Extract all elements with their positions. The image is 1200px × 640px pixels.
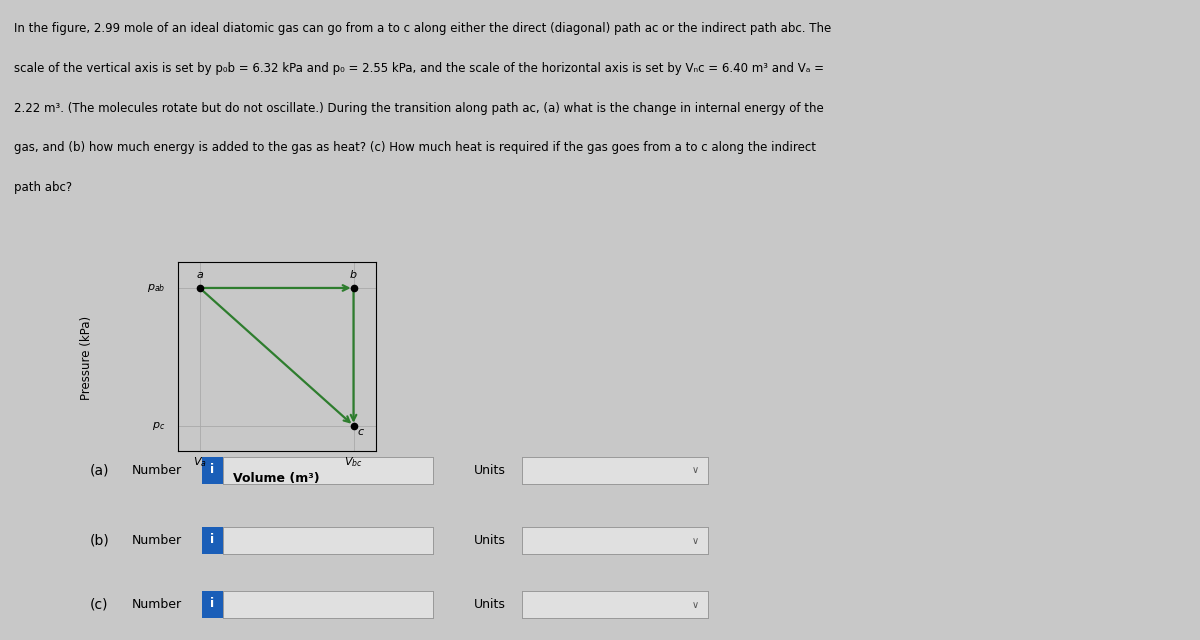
Text: $p_c$: $p_c$ — [152, 420, 166, 431]
Text: i: i — [210, 463, 215, 476]
Text: Units: Units — [474, 464, 506, 477]
Text: ∨: ∨ — [691, 465, 698, 476]
Text: ∨: ∨ — [691, 600, 698, 610]
Text: i: i — [210, 533, 215, 546]
Text: 2.22 m³. (The molecules rotate but do not oscillate.) During the transition alon: 2.22 m³. (The molecules rotate but do no… — [14, 102, 824, 115]
Text: Pressure (kPa): Pressure (kPa) — [80, 316, 92, 401]
Text: c: c — [358, 428, 364, 438]
Text: Number: Number — [132, 464, 182, 477]
Text: $p_{ab}$: $p_{ab}$ — [148, 282, 166, 294]
Text: $V_a$: $V_a$ — [193, 456, 206, 470]
Text: Units: Units — [474, 598, 506, 611]
Text: Number: Number — [132, 598, 182, 611]
Text: Units: Units — [474, 534, 506, 547]
Text: $V_{bc}$: $V_{bc}$ — [344, 456, 362, 470]
Text: gas, and (b) how much energy is added to the gas as heat? (c) How much heat is r: gas, and (b) how much energy is added to… — [14, 141, 816, 154]
Text: Volume (m³): Volume (m³) — [233, 472, 320, 484]
Text: a: a — [197, 270, 203, 280]
Text: i: i — [210, 597, 215, 610]
Text: (a): (a) — [90, 463, 109, 477]
Text: (b): (b) — [90, 534, 109, 548]
Text: In the figure, 2.99 mole of an ideal diatomic gas can go from a to c along eithe: In the figure, 2.99 mole of an ideal dia… — [14, 22, 832, 35]
Text: (c): (c) — [90, 598, 108, 612]
Text: scale of the vertical axis is set by p₀b = 6.32 kPa and p₀ = 2.55 kPa, and the s: scale of the vertical axis is set by p₀b… — [14, 62, 824, 75]
Text: path abc?: path abc? — [14, 181, 72, 194]
Text: b: b — [350, 270, 358, 280]
Text: Number: Number — [132, 534, 182, 547]
Text: ∨: ∨ — [691, 536, 698, 546]
